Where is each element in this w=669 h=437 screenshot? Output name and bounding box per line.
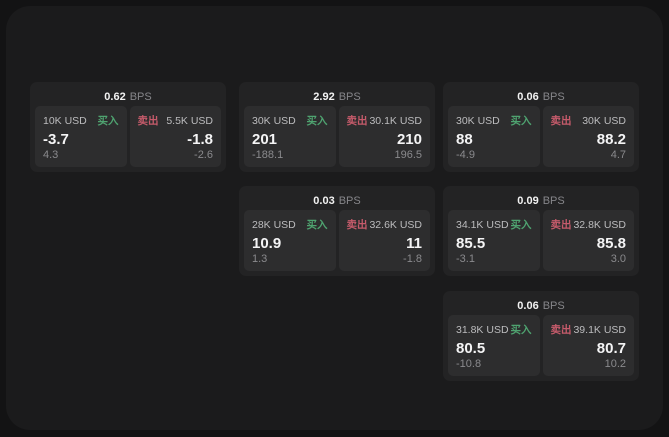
bps-header: 0.09 BPS (448, 191, 634, 210)
sell-price: -1.8 (187, 130, 213, 148)
buy-panel[interactable]: 31.8K USD 买入 80.5 -10.8 (448, 315, 540, 376)
sell-price: 88.2 (596, 130, 626, 148)
sell-sub-value: 3.0 (610, 253, 626, 265)
buy-side-label: 买入 (306, 115, 328, 127)
buy-price: 80.5 (456, 339, 486, 357)
sell-side-label: 卖出 (550, 219, 572, 231)
quote-card: 2.92 BPS 30K USD 买入 201 -188.1 卖出 30.1K … (239, 82, 435, 172)
bps-unit-label: BPS (338, 194, 361, 207)
bps-unit-label: BPS (542, 90, 565, 103)
buy-sub-value: -188.1 (252, 149, 284, 161)
bps-unit-label: BPS (542, 299, 565, 312)
buy-side-label: 买入 (510, 324, 532, 336)
buy-sub-value: -10.8 (456, 358, 482, 370)
sell-amount: 30.1K USD (369, 114, 422, 127)
buy-amount: 28K USD (252, 218, 296, 231)
buy-sub-value: -4.9 (456, 149, 475, 161)
buy-sub-value: 4.3 (43, 149, 59, 161)
sell-amount: 5.5K USD (166, 114, 213, 127)
buy-sub-value: 1.3 (252, 253, 268, 265)
bps-header: 0.06 BPS (448, 296, 634, 315)
sell-price: 80.7 (596, 339, 626, 357)
buy-price: 201 (252, 130, 278, 148)
bps-unit-label: BPS (542, 194, 565, 207)
buy-side-label: 买入 (306, 219, 328, 231)
sell-side-label: 卖出 (550, 115, 572, 127)
buy-sub-value: -3.1 (456, 253, 475, 265)
sell-amount: 30K USD (582, 114, 626, 127)
sell-side-label: 卖出 (346, 115, 368, 127)
buy-side-label: 买入 (510, 115, 532, 127)
bps-header: 0.06 BPS (448, 87, 634, 106)
buy-side-label: 买入 (97, 115, 119, 127)
buy-panel[interactable]: 30K USD 买入 88 -4.9 (448, 106, 540, 167)
buy-panel[interactable]: 28K USD 买入 10.9 1.3 (244, 210, 336, 271)
sell-panel[interactable]: 卖出 32.6K USD 11 -1.8 (338, 210, 430, 271)
bps-unit-label: BPS (338, 90, 361, 103)
quote-card: 0.03 BPS 28K USD 买入 10.9 1.3 卖出 32.6K US… (239, 186, 435, 276)
buy-amount: 30K USD (252, 114, 296, 127)
sell-price: 85.8 (596, 234, 626, 252)
sell-panel[interactable]: 卖出 39.1K USD 80.7 10.2 (542, 315, 634, 376)
buy-side-label: 买入 (510, 219, 532, 231)
bps-value: 2.92 (313, 90, 335, 103)
sell-side-label: 卖出 (137, 115, 159, 127)
buy-price: 88 (456, 130, 473, 148)
bps-header: 2.92 BPS (244, 87, 430, 106)
bps-value: 0.62 (104, 90, 126, 103)
sell-panel[interactable]: 卖出 5.5K USD -1.8 -2.6 (129, 106, 221, 167)
quote-board-panel: 0.62 BPS 10K USD 买入 -3.7 4.3 卖出 5.5K USD… (6, 6, 663, 430)
sell-amount: 32.6K USD (369, 218, 422, 231)
sell-sub-value: -2.6 (194, 149, 213, 161)
bps-value: 0.03 (313, 194, 335, 207)
buy-panel[interactable]: 10K USD 买入 -3.7 4.3 (35, 106, 127, 167)
sell-sub-value: 4.7 (610, 149, 626, 161)
bps-value: 0.06 (517, 90, 539, 103)
bps-header: 0.03 BPS (244, 191, 430, 210)
quote-card: 0.06 BPS 30K USD 买入 88 -4.9 卖出 30K USD 8… (443, 82, 639, 172)
sell-side-label: 卖出 (346, 219, 368, 231)
sell-price: 11 (406, 234, 422, 252)
sell-side-label: 卖出 (550, 324, 572, 336)
sell-panel[interactable]: 卖出 30K USD 88.2 4.7 (542, 106, 634, 167)
buy-panel[interactable]: 34.1K USD 买入 85.5 -3.1 (448, 210, 540, 271)
sell-amount: 39.1K USD (573, 323, 626, 336)
bps-value: 0.06 (517, 299, 539, 312)
quote-card: 0.09 BPS 34.1K USD 买入 85.5 -3.1 卖出 32.8K… (443, 186, 639, 276)
buy-price: 85.5 (456, 234, 486, 252)
sell-price: 210 (396, 130, 422, 148)
bps-unit-label: BPS (129, 90, 152, 103)
buy-amount: 10K USD (43, 114, 87, 127)
bps-header: 0.62 BPS (35, 87, 221, 106)
sell-amount: 32.8K USD (573, 218, 626, 231)
sell-sub-value: -1.8 (403, 253, 422, 265)
quote-card: 0.06 BPS 31.8K USD 买入 80.5 -10.8 卖出 39.1… (443, 291, 639, 381)
buy-price: -3.7 (43, 130, 69, 148)
bps-value: 0.09 (517, 194, 539, 207)
quote-card: 0.62 BPS 10K USD 买入 -3.7 4.3 卖出 5.5K USD… (30, 82, 226, 172)
buy-panel[interactable]: 30K USD 买入 201 -188.1 (244, 106, 336, 167)
buy-amount: 30K USD (456, 114, 500, 127)
sell-panel[interactable]: 卖出 32.8K USD 85.8 3.0 (542, 210, 634, 271)
sell-panel[interactable]: 卖出 30.1K USD 210 196.5 (338, 106, 430, 167)
buy-amount: 34.1K USD (456, 218, 509, 231)
buy-amount: 31.8K USD (456, 323, 509, 336)
buy-price: 10.9 (252, 234, 282, 252)
sell-sub-value: 196.5 (394, 149, 422, 161)
sell-sub-value: 10.2 (604, 358, 626, 370)
